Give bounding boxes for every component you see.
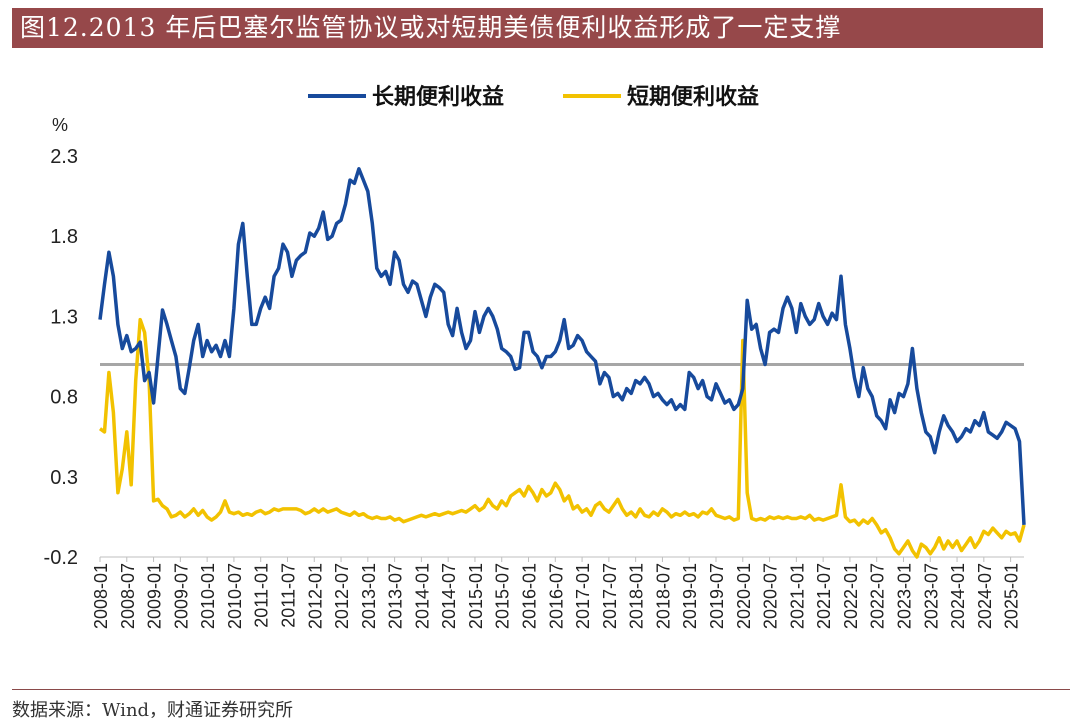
x-tick-label: 2010-01 xyxy=(198,563,218,629)
line-chart: % 2.3 1.8 1.3 0.8 0.3 -0.2 2008-01 2008-07 2009-0… xyxy=(44,84,1026,629)
x-tick-label: 2019-01 xyxy=(680,563,700,629)
legend-long-label: 长期便利收益 xyxy=(372,84,504,110)
x-tick-label: 2014-07 xyxy=(439,563,459,629)
x-tick-label: 2010-07 xyxy=(225,563,245,629)
x-tick-label: 2020-07 xyxy=(761,563,781,629)
x-tick-label: 2024-07 xyxy=(975,563,995,629)
x-tick-label: 2017-07 xyxy=(600,563,620,629)
x-tick-label: 2025-01 xyxy=(1002,563,1022,629)
y-tick-label: -0.2 xyxy=(44,547,78,569)
x-tick-label: 2015-01 xyxy=(466,563,486,629)
x-tick-label: 2012-07 xyxy=(332,563,352,629)
x-tick-label: 2022-01 xyxy=(841,563,861,629)
x-tick-label: 2016-01 xyxy=(520,563,540,629)
x-tick-label: 2021-01 xyxy=(787,563,807,629)
x-tick-label: 2011-01 xyxy=(252,563,272,628)
y-tick-label: 2.3 xyxy=(50,146,78,168)
x-tick-label: 2023-07 xyxy=(921,563,941,629)
chart-title: 图12.2013 年后巴塞尔监管协议或对短期美债便利收益形成了一定支撑 xyxy=(20,13,842,42)
legend-short-label: 短期便利收益 xyxy=(627,84,759,110)
x-tick-label: 2016-07 xyxy=(546,563,566,629)
title-bar: 图12.2013 年后巴塞尔监管协议或对短期美债便利收益形成了一定支撑 xyxy=(12,8,1043,48)
x-tick-label: 2023-01 xyxy=(894,563,914,629)
y-axis-label: % xyxy=(52,115,68,135)
x-tick-label: 2019-07 xyxy=(707,563,727,629)
source-divider xyxy=(12,689,1070,690)
x-tick-label: 2009-01 xyxy=(145,563,165,629)
x-tick-label: 2011-07 xyxy=(278,563,298,628)
x-tick-label: 2008-07 xyxy=(118,563,138,629)
y-tick-label: 0.3 xyxy=(50,467,78,489)
x-tick-label: 2020-01 xyxy=(734,563,754,629)
source-note: 数据来源：Wind，财通证券研究所 xyxy=(12,700,294,721)
x-tick-label: 2018-07 xyxy=(653,563,673,629)
y-tick-label: 1.8 xyxy=(50,226,78,248)
x-tick-label: 2018-01 xyxy=(627,563,647,629)
x-tick-label: 2008-01 xyxy=(91,563,111,629)
x-tick-label: 2014-01 xyxy=(412,563,432,629)
y-tick-label: 1.3 xyxy=(50,306,78,328)
y-tick-label: 0.8 xyxy=(50,387,78,409)
x-tick-label: 2013-07 xyxy=(386,563,406,629)
x-tick-label: 2013-01 xyxy=(359,563,379,629)
x-tick-label: 2012-01 xyxy=(305,563,325,629)
x-tick-label: 2017-01 xyxy=(573,563,593,629)
series-line-long xyxy=(98,167,1026,525)
x-tick-label: 2024-01 xyxy=(948,563,968,629)
x-tick-label: 2009-07 xyxy=(171,563,191,629)
x-tick-label: 2015-07 xyxy=(493,563,513,629)
series-line-short xyxy=(98,317,1026,559)
x-tick-label: 2022-07 xyxy=(868,563,888,629)
x-tick-label: 2021-07 xyxy=(814,563,834,629)
